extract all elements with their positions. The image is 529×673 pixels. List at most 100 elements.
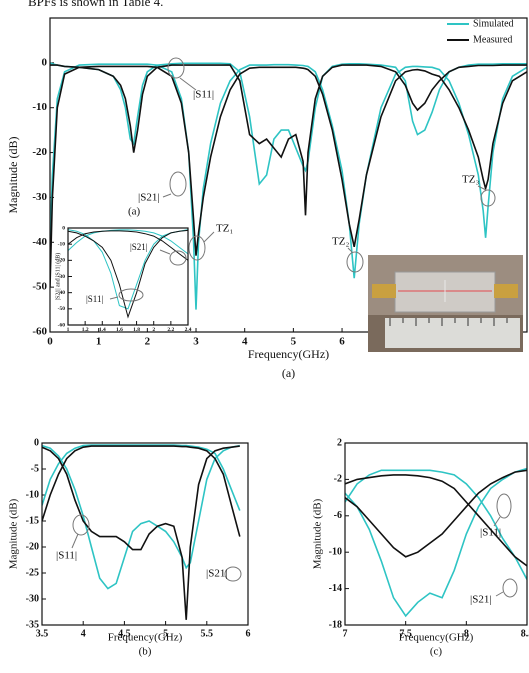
y-tick-label: -30: [32, 191, 47, 203]
x-tick-label: 7.5: [399, 628, 412, 639]
x-tick-label: 2.4: [185, 327, 192, 333]
y-tick-label: -30: [26, 593, 39, 604]
y-tick-label: 0: [34, 437, 39, 448]
photo: [368, 255, 523, 352]
callout-ellipse: [502, 578, 518, 598]
header-text: BPFs is shown in Table 4.: [28, 0, 163, 9]
ruler-ticks: [389, 318, 508, 326]
legend-label: Simulated: [473, 18, 514, 29]
series-line: [50, 65, 527, 288]
annotation: |S11|: [86, 294, 103, 304]
y-tick-label: -60: [58, 322, 66, 328]
annotation: TZ₁: [216, 223, 233, 235]
callout-ellipse: [346, 251, 364, 273]
callout-arrow: [493, 516, 501, 527]
series-line: [68, 230, 188, 261]
x-axis-label: Frequency(GHz): [399, 632, 474, 644]
x-tick-label: 7: [343, 628, 348, 639]
annotation-labels: |S11| |S21| TZ₁ TZ₂ TZ₃ (a) |S21| |S11| …: [56, 89, 501, 606]
callout-arrow: [71, 533, 79, 549]
series-line: [68, 229, 188, 255]
y-tick-label: -25: [26, 567, 39, 578]
y-tick-label: -10: [58, 241, 66, 247]
y-tick-label: 0: [42, 56, 48, 68]
caption: (c): [430, 646, 443, 658]
y-tick-label: -50: [32, 281, 47, 293]
callout-ellipse: [72, 514, 90, 536]
y-tick-label: -2: [334, 474, 342, 485]
x-tick-label: 3.5: [36, 628, 49, 639]
x-tick-label: 4: [242, 335, 248, 347]
annotation: TZ₃: [462, 174, 479, 186]
series-line: [68, 229, 188, 319]
connector-left: [372, 284, 396, 298]
callout-ellipse: [169, 250, 187, 266]
x-tick-label: 0: [47, 335, 53, 347]
annotation: |S21|: [470, 594, 492, 606]
y-tick-label: -50: [58, 306, 66, 312]
y-tick-label: -40: [32, 236, 47, 248]
callout-arrow: [347, 247, 353, 253]
callout-arrow: [109, 296, 119, 300]
series-line: [345, 467, 527, 618]
series-line: [42, 444, 241, 511]
series-line: [42, 445, 240, 620]
plot-frame-bg: [68, 228, 188, 325]
x-tick-label: 4: [81, 628, 86, 639]
caption: (a): [282, 366, 295, 380]
callout-arrow: [477, 185, 487, 191]
x-tick-label: 2: [145, 335, 151, 347]
y-tick-label: -6: [334, 510, 342, 521]
x-tick-label: 1: [96, 335, 102, 347]
y-tick-label: 2: [337, 437, 342, 448]
annotation: |S21|: [138, 192, 160, 204]
annotation: |S21|: [206, 568, 228, 580]
plot-frame-bg: [42, 443, 248, 625]
callout-ellipse: [169, 171, 187, 197]
series-line: [345, 474, 527, 567]
callout-arrow: [203, 231, 215, 243]
callout-ellipse: [496, 493, 512, 519]
y-axis-label: |S21| and |S11| (dB): [54, 253, 61, 300]
callout-ellipse: [188, 235, 206, 261]
y-axis-label: Magnitude (dB): [312, 498, 324, 569]
x-tick-label: 5.5: [201, 628, 214, 639]
annotation: |S11|: [56, 550, 77, 562]
annotation: |S11|: [480, 527, 501, 539]
callout-arrow: [162, 193, 172, 198]
y-tick-label: -20: [32, 146, 47, 158]
y-tick-label: -35: [26, 619, 39, 630]
annotation: |S11|: [193, 89, 214, 101]
y-tick-label: -40: [58, 290, 66, 296]
callout-ellipse: [167, 57, 185, 79]
y-tick-label: -20: [26, 541, 39, 552]
x-axis-label: Frequency(GHz): [108, 632, 183, 644]
plot-frame: [344, 442, 528, 626]
x-tick-label: 5: [291, 335, 297, 347]
x-axis-label: Frequency(GHz): [248, 347, 329, 361]
series-line: [50, 64, 527, 216]
panel-label: (a): [128, 206, 141, 218]
y-axis-label: Magnitude (dB): [8, 498, 20, 569]
series-line: [345, 469, 527, 580]
series-line: [42, 444, 240, 590]
y-tick-label: -30: [58, 274, 66, 280]
y-tick-label: -5: [31, 463, 39, 474]
x-tick-label: 1: [67, 327, 70, 333]
overlay: |S11| |S21| TZ₁ TZ₂ TZ₃ (a) |S21| |S11| …: [56, 57, 523, 606]
x-tick-label: 1.2: [82, 327, 89, 333]
y-tick-label: -10: [32, 101, 47, 113]
x-tick-label: 1.8: [133, 327, 140, 333]
callout-arrow: [159, 249, 171, 255]
y-tick-label: 0: [62, 225, 65, 231]
plot-frame: [41, 442, 249, 626]
series-line: [345, 469, 527, 558]
x-tick-label: 8.5: [521, 628, 529, 639]
x-tick-label: 6: [339, 335, 345, 347]
callout-arrow: [179, 77, 197, 91]
callout-arrow: [495, 591, 504, 597]
x-tick-label: 3: [193, 335, 199, 347]
x-tick-label: 2.2: [167, 327, 174, 333]
